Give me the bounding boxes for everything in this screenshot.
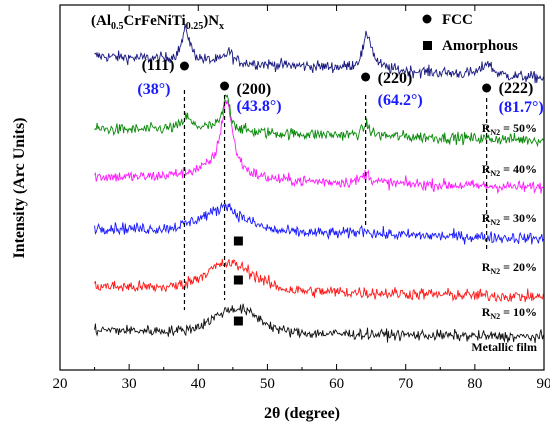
series-label-suffix: = 10% <box>500 305 537 319</box>
series-label: RN2 = 10% <box>482 305 537 321</box>
amorphous-marker <box>233 316 243 326</box>
peak-angle-label: (81.7°) <box>499 99 544 116</box>
trace-3 <box>94 201 544 245</box>
series-label-sub: N2 <box>490 128 500 137</box>
series-label-sub: N2 <box>490 218 500 227</box>
fcc-marker <box>482 83 492 93</box>
legend-amorphous-label: Amorphous <box>442 38 518 54</box>
amorphous-markers <box>233 236 243 326</box>
series-label: RN2 = 40% <box>482 162 537 178</box>
peak-hkl-label: (220) <box>378 70 413 87</box>
traces <box>94 23 544 344</box>
title-mid: CrFeNiTi <box>124 13 186 29</box>
series-label: RN2 = 50% <box>482 121 537 137</box>
series-label-suffix: = 30% <box>500 211 537 225</box>
series-label-sub: N2 <box>490 267 500 276</box>
y-axis-label: Intensity (Arc Units) <box>11 117 28 258</box>
series-labels: RN2 = 50%RN2 = 40%RN2 = 30%RN2 = 20%RN2 … <box>471 121 537 354</box>
x-tick-label: 90 <box>537 376 550 392</box>
x-tick-label: 70 <box>398 376 413 392</box>
series-label-prefix: R <box>482 305 491 319</box>
series-label-prefix: R <box>482 211 491 225</box>
series-label: Metallic film <box>471 340 537 354</box>
peak-angle-label: (64.2°) <box>378 92 423 109</box>
series-label: RN2 = 30% <box>482 211 537 227</box>
fcc-marker <box>220 81 230 91</box>
x-tick-label: 50 <box>260 376 275 392</box>
legend: FCC Amorphous <box>422 12 518 54</box>
series-label-prefix: R <box>482 162 491 176</box>
chart-title: (Al0.5CrFeNiTi0.25)Nx <box>91 13 224 32</box>
series-label-suffix: = 20% <box>500 260 537 274</box>
trace-4 <box>94 258 544 303</box>
title-sub1: 0.5 <box>111 21 124 32</box>
x-tick-label: 60 <box>329 376 344 392</box>
plot-frame <box>59 4 545 371</box>
series-label-sub: N2 <box>490 169 500 178</box>
peak-hkl-label: (200) <box>237 81 272 98</box>
peak-angle-label: (38°) <box>137 81 170 98</box>
trace-1 <box>94 94 544 148</box>
series-label-sub: N2 <box>490 312 500 321</box>
fcc-marker <box>179 61 189 71</box>
title-sub3: x <box>219 21 224 32</box>
x-tick-label: 20 <box>53 376 68 392</box>
x-ticks: 20 30 40 50 60 70 80 90 <box>53 5 550 392</box>
peak-hkl-label: (222) <box>499 80 534 97</box>
title-sub2: 0.25 <box>186 21 204 32</box>
series-label: RN2 = 20% <box>482 260 537 276</box>
legend-amorphous-marker <box>423 41 432 50</box>
peak-hkl-label: (111) <box>142 57 175 74</box>
peak-lines <box>183 90 488 310</box>
series-label-prefix: R <box>482 260 491 274</box>
x-tick-label: 40 <box>191 376 206 392</box>
series-label-suffix: = 50% <box>500 121 537 135</box>
legend-fcc-label: FCC <box>442 12 473 28</box>
trace-5 <box>94 303 544 344</box>
series-label-suffix: = 40% <box>500 162 537 176</box>
x-tick-label: 80 <box>467 376 482 392</box>
title-end: )N <box>203 13 219 29</box>
amorphous-marker <box>233 275 243 285</box>
x-axis-label: 2θ (degree) <box>264 405 340 422</box>
series-label-prefix: Metallic film <box>471 340 537 354</box>
peak-labels: (111) (38°) (200)(43.8°) (220) (64.2°) (222) (… <box>137 57 543 116</box>
legend-fcc-marker <box>422 14 432 24</box>
x-tick-label: 30 <box>122 376 137 392</box>
amorphous-marker <box>233 236 243 246</box>
fcc-marker <box>361 72 371 82</box>
trace-0 <box>94 23 544 84</box>
trace-2 <box>94 99 544 195</box>
peak-angle-label: (43.8°) <box>237 98 282 115</box>
title-base: (Al <box>91 13 111 29</box>
series-label-prefix: R <box>482 121 491 135</box>
